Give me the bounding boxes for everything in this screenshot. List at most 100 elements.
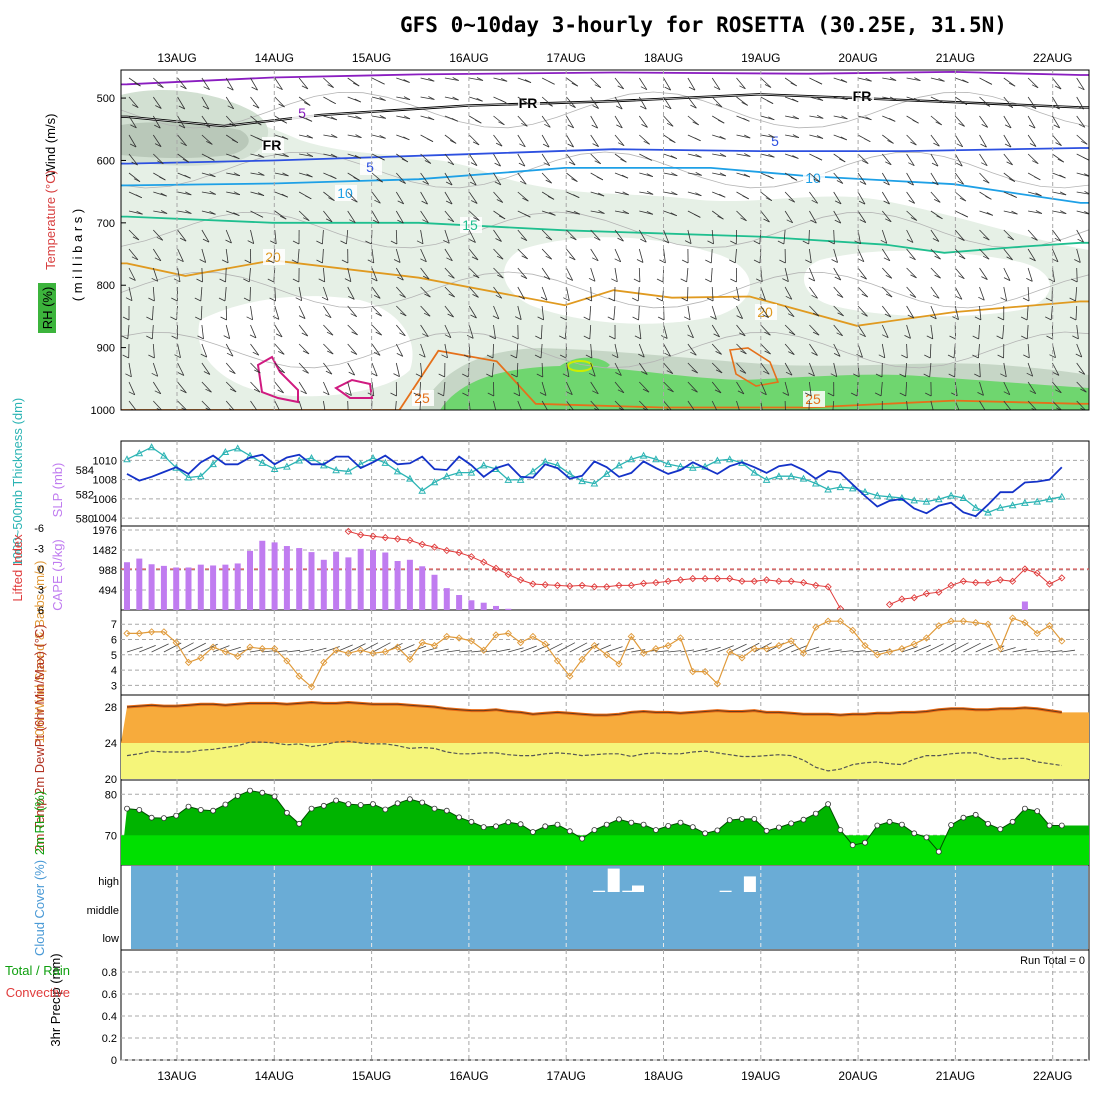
rh-point (493, 823, 499, 830)
wind-barb-flag (344, 278, 352, 282)
wind-barb (906, 134, 917, 146)
wind-barb (589, 324, 592, 340)
wind-barb-flag (729, 259, 736, 264)
wind-barb (493, 134, 503, 147)
wind-barb-flag (397, 200, 404, 205)
thickness-point (775, 472, 783, 480)
rh-point (234, 793, 241, 799)
isotherm-minus15 (121, 215, 1089, 254)
lifted-index-point (406, 536, 414, 544)
wind-barb-flag (622, 210, 629, 214)
wind-barb (468, 305, 477, 319)
wind-barb-flag (298, 315, 306, 319)
wind-barb (1028, 210, 1042, 214)
wind-barb-flag (1078, 123, 1086, 128)
wind-barb-flag (960, 101, 968, 106)
wind-barb (517, 248, 528, 260)
isotherm-closed-1 (256, 355, 299, 404)
wind-barb-flag (229, 408, 233, 410)
contour-label: FR (263, 137, 282, 153)
wind-barb-flag (694, 214, 701, 218)
rh-point (923, 834, 930, 841)
thickness-point (639, 451, 648, 459)
wind-barb-flag (938, 77, 945, 82)
wind-barb (857, 77, 872, 82)
lifted-index-point (701, 574, 709, 583)
wind-barb-flag (1053, 124, 1060, 129)
wind-barb (347, 362, 356, 376)
wind-barb-flag (904, 335, 911, 339)
wind-barb-flag (177, 258, 184, 263)
wind-barb-flag (588, 277, 596, 282)
wind-barb-flag (705, 278, 712, 283)
wind-barb (663, 191, 678, 196)
lifted-index-point (910, 594, 918, 602)
lifted-index-point (689, 574, 697, 583)
wind-barb-flag (1029, 390, 1036, 395)
wind-barb-flag (715, 369, 723, 374)
wind-barb-flag (959, 197, 967, 202)
wind-speed-point (529, 632, 537, 641)
wind-barb-flag (692, 121, 699, 126)
wind-barb (128, 381, 136, 395)
wind-barb (201, 400, 212, 410)
thickness-point (442, 472, 451, 480)
wind-barb-10m (299, 649, 314, 653)
x-tick-top-19aug: 19AUG (741, 51, 780, 65)
wind-barb (906, 248, 916, 261)
rh-point (406, 796, 413, 803)
wind-barb (566, 210, 581, 215)
wind-barb-flag (524, 213, 531, 218)
wind-speed-point (615, 660, 623, 668)
wind-barb (226, 191, 240, 196)
wind-barb-flag (792, 155, 799, 159)
thickness-point (479, 461, 488, 469)
wind-barb (468, 400, 471, 410)
wind-speed-point (1058, 637, 1066, 645)
wind-barb-flag (301, 85, 309, 90)
temp-area (121, 702, 1089, 743)
lifted-index-point (1033, 569, 1041, 577)
isotherm-closed-3 (729, 347, 780, 387)
wind-barb-flag (865, 116, 872, 121)
label-thickness: 1000~500mb Thickness (dm) (10, 398, 25, 567)
wind-barb-flag (255, 121, 262, 126)
wind-barb (736, 324, 746, 337)
rh-isoline (121, 331, 1089, 369)
wind-barb (177, 343, 181, 358)
thickness-point (861, 487, 869, 495)
wind-barb (1027, 191, 1042, 197)
wind-barb-10m (126, 646, 143, 653)
wind-barb-flag (762, 314, 769, 318)
wind-barb (711, 381, 722, 394)
wind-barb (979, 305, 982, 320)
wind-barb (177, 267, 181, 282)
wind-barb (1003, 210, 1018, 215)
wind-barb-flag (306, 173, 313, 178)
contour-label-bg (335, 185, 357, 201)
wind-barb (152, 134, 162, 147)
wind-barb-flag (643, 140, 650, 145)
cape-bar (345, 557, 352, 610)
wind-barb-flag (185, 210, 192, 214)
wind-barb (566, 134, 574, 148)
wind-barb (687, 153, 702, 158)
wind-barb-flag (355, 134, 362, 138)
wind-barb-10m (1049, 650, 1063, 653)
wind-barb (857, 267, 867, 280)
lifted-index-point (344, 527, 353, 536)
wind-speed-point (972, 619, 980, 627)
wind-barb-flag (611, 354, 619, 359)
wind-speed-point (160, 628, 168, 636)
wind-barb-flag (301, 332, 308, 337)
wind-barb (323, 400, 326, 410)
wind-barb-flag (808, 277, 815, 282)
wind-barb-flag (518, 295, 525, 300)
wind-barb (785, 134, 799, 138)
lifted-index-point (393, 535, 402, 543)
wind-barb (1052, 381, 1062, 394)
thickness-point (836, 483, 845, 491)
wind-barb (1076, 96, 1085, 110)
wind-barb-flag (219, 278, 226, 283)
wind-barb (663, 172, 678, 177)
